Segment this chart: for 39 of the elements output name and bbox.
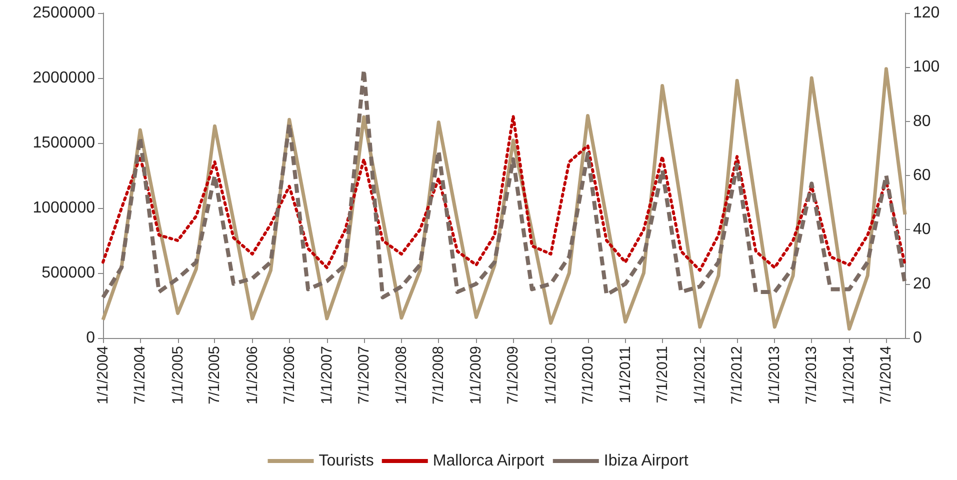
y2-tick-label: 120: [913, 4, 940, 22]
y2-tick-label: 60: [913, 167, 931, 184]
x-tick-label: 1/1/2010: [542, 346, 560, 404]
legend-label: Mallorca Airport: [432, 452, 545, 470]
y-tick-label: 500000: [42, 264, 96, 282]
y-tick-label: 1500000: [32, 134, 96, 152]
y-tick-label: 0: [86, 330, 96, 346]
x-tick-label: 1/1/2011: [616, 346, 634, 404]
y-tick-label: 2000000: [32, 70, 96, 86]
y2-tick-label: 80: [913, 112, 931, 130]
y-tick-label: 1000000: [32, 200, 96, 216]
x-tick-label: 7/1/2009: [504, 346, 522, 404]
x-tick-label: 1/1/2012: [691, 346, 708, 404]
y2-tick-label: 100: [913, 58, 940, 76]
x-tick-label: 1/1/2004: [94, 346, 112, 404]
x-tick-label: 1/1/2013: [766, 346, 784, 404]
y2-tick-label: 40: [913, 221, 931, 238]
legend-label: Ibiza Airport: [604, 452, 689, 470]
x-tick-label: 7/1/2007: [355, 346, 372, 404]
x-tick-label: 1/1/2014: [840, 346, 858, 404]
x-tick-label: 7/1/2012: [728, 346, 746, 404]
x-tick-label: 7/1/2005: [206, 346, 224, 404]
line-series: [102, 114, 906, 272]
x-tick-label: 1/1/2008: [392, 346, 410, 404]
x-tick-label: 7/1/2006: [280, 346, 298, 404]
y2-tick-label: 20: [913, 275, 931, 292]
x-tick-label: 1/1/2006: [244, 346, 261, 404]
x-tick-label: 7/1/2013: [803, 346, 820, 404]
x-tick-label: 7/1/2008: [430, 346, 448, 404]
y-tick-label: 2500000: [32, 4, 96, 22]
y2-tick-label: 0: [913, 330, 922, 346]
x-tick-label: 1/1/2007: [318, 346, 336, 404]
x-tick-label: 7/1/2004: [132, 346, 149, 404]
x-tick-label: 1/1/2005: [169, 346, 186, 404]
legend-label: Tourists: [318, 452, 374, 470]
x-tick-label: 7/1/2014: [878, 346, 895, 404]
x-tick-label: 7/1/2010: [579, 346, 596, 404]
x-tick-label: 1/1/2009: [468, 346, 485, 404]
x-tick-label: 7/1/2011: [654, 346, 671, 404]
